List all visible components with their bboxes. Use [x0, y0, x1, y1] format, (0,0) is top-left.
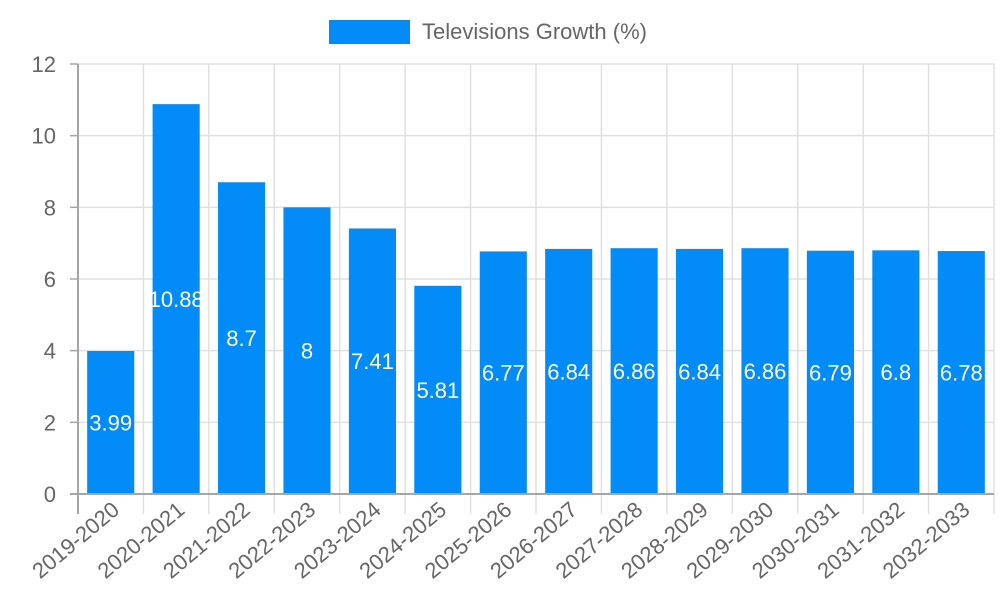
y-tick-label: 10	[32, 124, 56, 149]
bar-2026-2027[interactable]: 6.84	[545, 248, 593, 494]
bar-2027-2028[interactable]: 6.86	[610, 248, 658, 494]
x-axis-ticks: 2019-20202020-20212021-20222022-20232023…	[27, 497, 974, 584]
bar[interactable]	[87, 351, 135, 494]
bars: 3.99 10.88 8.7 8 7.41 5.81 6.77 6.84 6.86 6.84 6.8…	[87, 104, 985, 495]
bar-2029-2030[interactable]: 6.86	[741, 248, 789, 494]
bar[interactable]	[545, 248, 593, 494]
bar[interactable]	[610, 248, 658, 494]
bar-2022-2023[interactable]: 8	[283, 207, 331, 495]
bar[interactable]	[414, 285, 462, 494]
bar-2025-2026[interactable]: 6.77	[479, 251, 527, 494]
bar[interactable]	[806, 250, 854, 494]
bar-value-label: 6.77	[482, 361, 525, 386]
bar-value-label: 6.84	[547, 359, 590, 384]
bar-2020-2021[interactable]: 10.88	[149, 104, 204, 494]
bar-value-label: 8	[301, 339, 313, 364]
bar-value-label: 6.78	[940, 361, 983, 386]
bar[interactable]	[348, 228, 396, 494]
bar-value-label: 10.88	[149, 287, 204, 312]
bar-value-label: 5.81	[416, 378, 459, 403]
bar[interactable]	[152, 104, 200, 494]
y-tick-label: 8	[44, 195, 56, 220]
y-axis-ticks: 0 2 4 6 8 10 12	[32, 52, 78, 507]
bar-2030-2031[interactable]: 6.79	[806, 250, 854, 494]
bar[interactable]	[937, 251, 985, 494]
bar[interactable]	[741, 248, 789, 494]
legend-swatch	[329, 20, 410, 44]
bar[interactable]	[283, 207, 331, 495]
legend-label: Televisions Growth (%)	[422, 19, 647, 44]
bar-value-label: 6.8	[881, 360, 912, 385]
bar-value-label: 6.84	[678, 359, 721, 384]
bar-value-label: 3.99	[89, 411, 132, 436]
bar-value-label: 6.79	[809, 360, 852, 385]
bar-2019-2020[interactable]: 3.99	[87, 351, 135, 494]
bar-2028-2029[interactable]: 6.84	[676, 248, 724, 494]
bar-value-label: 6.86	[744, 359, 787, 384]
bar-2023-2024[interactable]: 7.41	[348, 228, 396, 494]
y-tick-label: 6	[44, 267, 56, 292]
gridlines	[77, 63, 995, 514]
bar-value-label: 8.7	[226, 326, 257, 351]
bar-value-label: 7.41	[351, 349, 394, 374]
bar-value-label: 6.86	[613, 359, 656, 384]
axes	[70, 64, 994, 514]
bar[interactable]	[872, 250, 920, 494]
bar[interactable]	[218, 182, 266, 494]
bar[interactable]	[479, 251, 527, 494]
y-tick-label: 2	[44, 410, 56, 435]
bar-2032-2033[interactable]: 6.78	[937, 251, 985, 494]
y-tick-label: 0	[44, 482, 56, 507]
bar[interactable]	[676, 248, 724, 494]
bar-2021-2022[interactable]: 8.7	[218, 182, 266, 494]
legend[interactable]: Televisions Growth (%)	[329, 19, 647, 44]
y-tick-label: 12	[32, 52, 56, 77]
bar-2031-2032[interactable]: 6.8	[872, 250, 920, 494]
bar-2024-2025[interactable]: 5.81	[414, 285, 462, 494]
y-tick-label: 4	[44, 339, 56, 364]
